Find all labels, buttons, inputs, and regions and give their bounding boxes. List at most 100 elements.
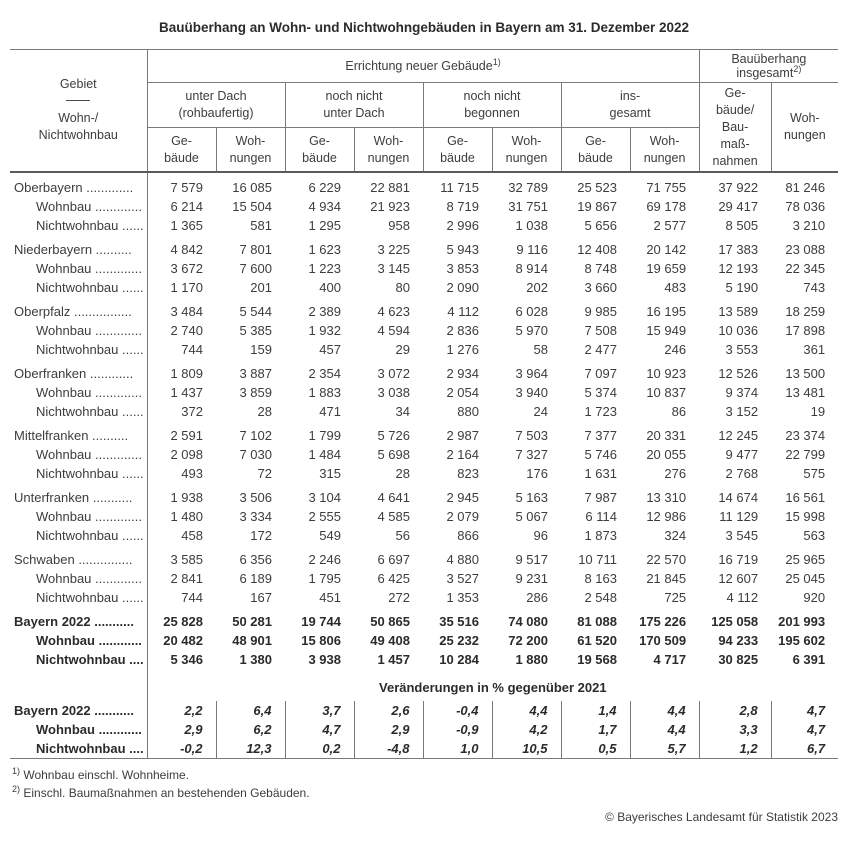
row-label: Wohnbau ............. xyxy=(10,569,148,589)
cell-value: 2 079 xyxy=(446,509,479,525)
cell-value: 31 751 xyxy=(508,199,548,215)
cell-value: 6 391 xyxy=(792,652,826,668)
table-row: Nichtwohnbau ...... 744 159 457 29 1 276 58 2 4… xyxy=(10,340,838,360)
cell-value: 315 xyxy=(319,466,341,482)
cell-value: 21 845 xyxy=(646,571,687,587)
spacer-cell xyxy=(10,421,148,427)
row-label: Oberbayern ............. xyxy=(10,178,148,198)
footnote-2: 2) Einschl. Baumaßnahmen an bestehenden … xyxy=(12,784,836,802)
cell-value: 1 295 xyxy=(308,218,341,234)
cell-value: 2 836 xyxy=(446,323,479,339)
cell-value: 1 880 xyxy=(515,652,548,668)
cell-value: 286 xyxy=(526,590,548,606)
cell-value: 3 484 xyxy=(170,304,203,320)
row-label: Unterfranken ........... xyxy=(10,488,148,508)
cell-value: 866 xyxy=(457,528,479,544)
footnote-2-marker: 2) xyxy=(12,784,21,795)
spacer-cell xyxy=(10,297,148,303)
pct-table-row: Wohnbau ............ 2,9 6,2 4,7 2,9 -0,9 4,2 1… xyxy=(10,720,838,740)
spacer-cell xyxy=(10,235,148,241)
cell-value: 744 xyxy=(181,342,203,358)
spacer-cell xyxy=(10,607,148,613)
cell-value: 11 129 xyxy=(719,509,759,525)
table-row: Niederbayern .......... 4 842 7 801 1 623 3 … xyxy=(10,240,838,260)
cell-value: 2 768 xyxy=(725,466,759,482)
cell-value: 361 xyxy=(803,342,826,358)
cell-value: 8 914 xyxy=(515,261,548,277)
pct-table-row: Nichtwohnbau .... -0,2 12,3 0,2 -4,8 1,0 10,5 0… xyxy=(10,739,838,759)
cell-value: 4 880 xyxy=(446,552,479,568)
column-header-wohnungen: Woh- nungen xyxy=(215,126,286,173)
cell-value: 24 xyxy=(533,404,548,420)
row-label: Wohnbau ............. xyxy=(10,383,148,403)
cell-value: 71 755 xyxy=(646,180,687,196)
column-group-errichtung: Errichtung neuer Gebäude1) xyxy=(146,49,700,83)
cell-value: 1 723 xyxy=(584,404,617,420)
cell-value: 1 365 xyxy=(170,218,203,234)
table-header: Gebiet Wohn-/ Nichtwohnbau Errichtung ne… xyxy=(10,49,839,173)
cell-value: 19 xyxy=(810,404,826,420)
cell-value: 3 940 xyxy=(515,385,548,401)
spacer-row xyxy=(10,483,838,489)
cell-value: 2 945 xyxy=(446,490,479,506)
cell-value: 3 152 xyxy=(725,404,759,420)
cell-value: 4 112 xyxy=(447,304,479,320)
cell-value: 1 932 xyxy=(308,323,341,339)
cell-value: 3 527 xyxy=(446,571,479,587)
cell-value: 10 711 xyxy=(578,552,617,568)
cell-value: 3 038 xyxy=(377,385,410,401)
cell-value: 25 232 xyxy=(439,633,479,649)
cell-value: 7 801 xyxy=(239,242,272,258)
cell-value: 12 408 xyxy=(577,242,617,258)
cell-value: 3 660 xyxy=(584,280,617,296)
pct-cell-value: 4,7 xyxy=(807,703,826,719)
cell-value: 3 964 xyxy=(515,366,548,382)
pct-cell-value: 2,6 xyxy=(354,701,424,721)
cell-value: 19 659 xyxy=(646,261,687,277)
cell-value: 6 189 xyxy=(239,571,272,587)
cell-value: 5 346 xyxy=(170,652,203,668)
cell-value: 3 545 xyxy=(725,528,759,544)
cell-value: 372 xyxy=(181,404,203,420)
pct-cell-value: 4,4 xyxy=(630,701,700,721)
cell-value: 25 965 xyxy=(785,552,826,568)
table-row: Bayern 2022 ........... 25 828 50 281 19 74… xyxy=(10,612,838,632)
cell-value: 1 457 xyxy=(377,652,410,668)
cell-value: 1 795 xyxy=(308,571,341,587)
pct-title-spacer xyxy=(10,669,148,702)
copyright-notice: © Bayerisches Landesamt für Statistik 20… xyxy=(605,810,838,825)
cell-value: 3 145 xyxy=(377,261,410,277)
table-row: Oberbayern ............. 7 579 16 085 6 229… xyxy=(10,178,838,198)
table-row: Unterfranken ........... 1 938 3 506 3 104 4… xyxy=(10,488,838,508)
row-label: Wohnbau ............. xyxy=(10,321,148,341)
pct-cell-value: 2,2 xyxy=(147,701,217,721)
cell-value: 37 922 xyxy=(718,180,759,196)
cell-value: 8 719 xyxy=(446,199,479,215)
table-row: Nichtwohnbau .... 5 346 1 380 3 938 1 457 10 … xyxy=(10,650,838,670)
pct-cell-value: 2,9 xyxy=(147,720,217,740)
gebiet-label: Gebiet xyxy=(59,77,97,92)
cell-value: 9 231 xyxy=(515,571,548,587)
pct-cell-value: 0,2 xyxy=(285,739,355,759)
cell-value: 15 998 xyxy=(785,509,826,525)
pct-cell-value: 4,7 xyxy=(285,720,355,740)
cell-value: 1 883 xyxy=(308,385,341,401)
cell-value: 29 xyxy=(395,342,410,358)
cell-value: 4 585 xyxy=(377,509,410,525)
cell-value: 6 114 xyxy=(585,509,617,525)
cell-value: 5 656 xyxy=(584,218,617,234)
cell-value: 7 508 xyxy=(584,323,617,339)
cell-value: 19 867 xyxy=(577,199,617,215)
pct-section-title: Veränderungen in % gegenüber 2021 xyxy=(379,680,607,696)
spacer-cell xyxy=(10,545,148,551)
cell-value: 3 672 xyxy=(170,261,203,277)
cell-value: 2 740 xyxy=(170,323,203,339)
cell-value: 86 xyxy=(671,404,687,420)
cell-value: 744 xyxy=(181,590,203,606)
cell-value: 17 383 xyxy=(718,242,759,258)
cell-value: 958 xyxy=(388,218,410,234)
cell-value: 25 828 xyxy=(163,614,203,630)
cell-value: 1 799 xyxy=(308,428,341,444)
cell-value: 2 548 xyxy=(584,590,617,606)
cell-value: 94 233 xyxy=(718,633,759,649)
